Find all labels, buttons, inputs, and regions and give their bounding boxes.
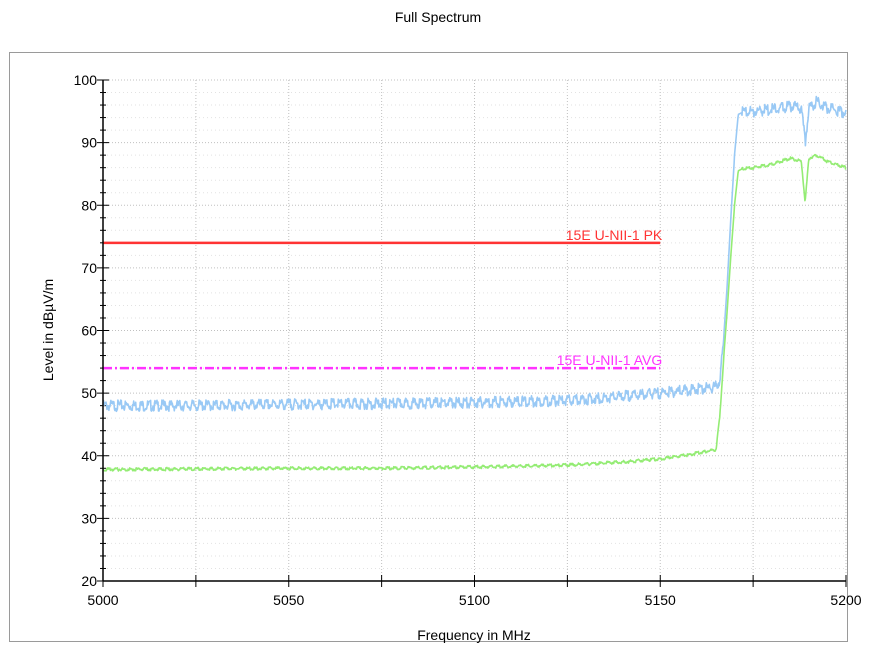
x-tick-label: 5150 bbox=[645, 592, 676, 608]
series-lines bbox=[102, 95, 847, 472]
average-trace-line bbox=[102, 153, 847, 472]
x-tick-label: 5100 bbox=[459, 592, 490, 608]
x-tick-label: 5200 bbox=[830, 592, 861, 608]
limit-line-label: 15E U-NII-1 PK bbox=[566, 227, 663, 243]
limit-lines: 15E U-NII-1 PK 15E U-NII-1 AVG bbox=[103, 227, 663, 370]
y-tick-label: 30 bbox=[81, 510, 97, 526]
y-tick-label: 100 bbox=[74, 72, 98, 88]
y-tick-label: 80 bbox=[81, 197, 97, 213]
x-axis-title: Frequency in MHz bbox=[417, 627, 531, 643]
y-tick-label: 60 bbox=[81, 323, 97, 339]
x-tick-label: 5050 bbox=[273, 592, 304, 608]
peak-trace-line bbox=[102, 95, 847, 413]
y-axis-title: Level in dBµV/m bbox=[40, 279, 56, 381]
y-tick-label: 40 bbox=[81, 448, 97, 464]
chart-frame bbox=[9, 52, 848, 642]
y-tick-label: 50 bbox=[81, 385, 97, 401]
y-tick-label: 20 bbox=[81, 573, 97, 589]
tick-labels: 5000 5050 5100 5150 5200 20 30 40 50 60 70 80 90 100 bbox=[74, 72, 862, 608]
chart-title: Full Spectrum bbox=[394, 9, 482, 25]
x-tick-label: 5000 bbox=[87, 592, 118, 608]
y-tick-label: 90 bbox=[81, 135, 97, 151]
y-tick-label: 70 bbox=[81, 260, 97, 276]
limit-line-label: 15E U-NII-1 AVG bbox=[557, 352, 663, 368]
